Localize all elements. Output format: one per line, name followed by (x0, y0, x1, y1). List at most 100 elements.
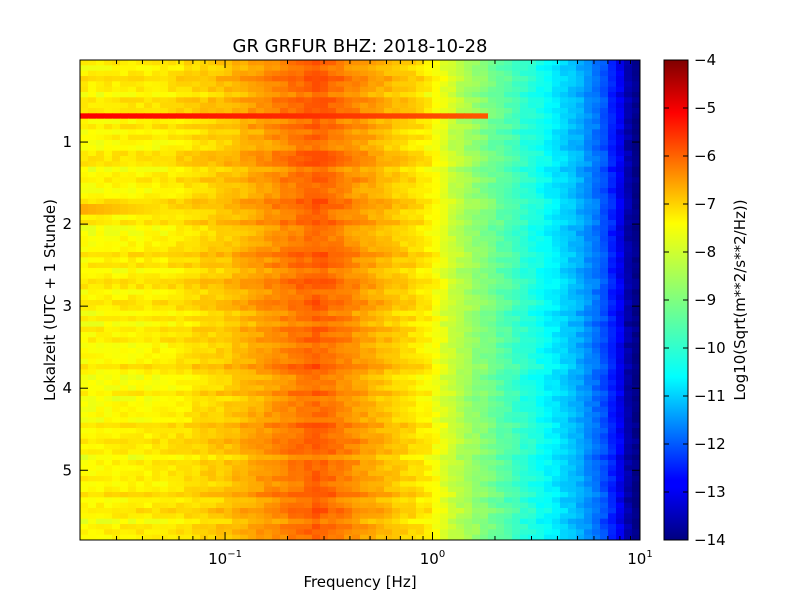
heatmap-cell (480, 337, 489, 344)
heatmap-cell (112, 76, 121, 82)
heatmap-cell (256, 102, 265, 109)
heatmap-cell (312, 396, 321, 402)
heatmap-cell (376, 220, 385, 226)
heatmap-cell (440, 193, 449, 200)
heatmap-cell (544, 385, 553, 392)
heatmap-cell (80, 172, 89, 178)
heatmap-cell (232, 166, 241, 173)
heatmap-cell (152, 289, 161, 296)
heatmap-cell (472, 156, 481, 162)
heatmap-cell (472, 209, 481, 216)
heatmap-cell (440, 198, 449, 205)
heatmap-cell (144, 316, 153, 322)
heatmap-cell (584, 236, 593, 242)
heatmap-cell (400, 76, 409, 82)
heatmap-cell (232, 278, 241, 285)
heatmap-cell (480, 369, 489, 376)
heatmap-cell (632, 129, 640, 136)
heatmap-cell (528, 60, 537, 66)
heatmap-cell (256, 428, 265, 434)
heatmap-cell (352, 353, 361, 360)
heatmap-cell (592, 412, 601, 418)
heatmap-cell (120, 156, 129, 162)
heatmap-cell (512, 262, 521, 269)
heatmap-cell (104, 145, 113, 152)
heatmap-cell (136, 353, 145, 360)
heatmap-cell (168, 364, 177, 370)
heatmap-cell (472, 412, 481, 418)
heatmap-cell (568, 150, 577, 157)
heatmap-cell (184, 76, 193, 82)
heatmap-cell (416, 358, 425, 365)
heatmap-cell (240, 390, 249, 397)
heatmap-cell (536, 177, 545, 184)
heatmap-cell (336, 81, 345, 88)
heatmap-cell (608, 278, 617, 285)
heatmap-cell (312, 188, 321, 194)
heatmap-cell (440, 278, 449, 285)
heatmap-cell (96, 193, 105, 200)
heatmap-cell (512, 278, 521, 285)
heatmap-cell (136, 289, 145, 296)
heatmap-cell (488, 118, 497, 125)
heatmap-cell (264, 172, 273, 178)
heatmap-cell (376, 358, 385, 365)
heatmap-cell (504, 380, 513, 386)
heatmap-cell (336, 268, 345, 274)
heatmap-cell (208, 150, 217, 157)
heatmap-cell (184, 81, 193, 88)
heatmap-cell (432, 284, 441, 290)
heatmap-cell (592, 124, 601, 130)
heatmap-cell (288, 332, 297, 338)
heatmap-cell (352, 358, 361, 365)
heatmap-cell (200, 150, 209, 157)
heatmap-cell (344, 401, 353, 408)
heatmap-cell (136, 310, 145, 317)
heatmap-cell (144, 108, 153, 114)
heatmap-cell (304, 412, 313, 418)
heatmap-cell (320, 310, 329, 317)
heatmap-cell (208, 273, 217, 280)
heatmap-cell (144, 348, 153, 354)
heatmap-cell (392, 193, 401, 200)
heatmap-cell (552, 417, 561, 424)
heatmap-cell (488, 76, 497, 82)
heatmap-cell (136, 204, 145, 210)
heatmap-cell (128, 129, 137, 136)
heatmap-cell (136, 156, 145, 162)
heatmap-cell (384, 353, 393, 360)
heatmap-cell (248, 300, 257, 306)
heatmap-cell (96, 209, 105, 216)
heatmap-cell (168, 342, 177, 349)
heatmap-cell (128, 273, 137, 280)
heatmap-cell (104, 118, 113, 125)
heatmap-cell (424, 172, 433, 178)
heatmap-cell (456, 225, 465, 232)
heatmap-cell (488, 70, 497, 77)
heatmap-cell (184, 396, 193, 402)
heatmap-cell (624, 358, 633, 365)
heatmap-cell (224, 358, 233, 365)
heatmap-cell (256, 134, 265, 141)
heatmap-cell (120, 220, 129, 226)
heatmap-cell (184, 438, 193, 445)
heatmap-cell (616, 310, 625, 317)
heatmap-cell (160, 252, 169, 258)
heatmap-cell (312, 321, 321, 328)
heatmap-cell (376, 204, 385, 210)
heatmap-cell (208, 358, 217, 365)
heatmap-cell (152, 166, 161, 173)
heatmap-cell (288, 97, 297, 104)
heatmap-cell (560, 161, 569, 168)
heatmap-cell (208, 182, 217, 189)
heatmap-cell (184, 172, 193, 178)
heatmap-cell (608, 332, 617, 338)
heatmap-cell (352, 273, 361, 280)
heatmap-cell (472, 92, 481, 98)
heatmap-cell (432, 390, 441, 397)
heatmap-cell (240, 246, 249, 253)
heatmap-cell (272, 97, 281, 104)
heatmap-cell (472, 406, 481, 413)
heatmap-cell (104, 60, 113, 66)
heatmap-cell (208, 198, 217, 205)
